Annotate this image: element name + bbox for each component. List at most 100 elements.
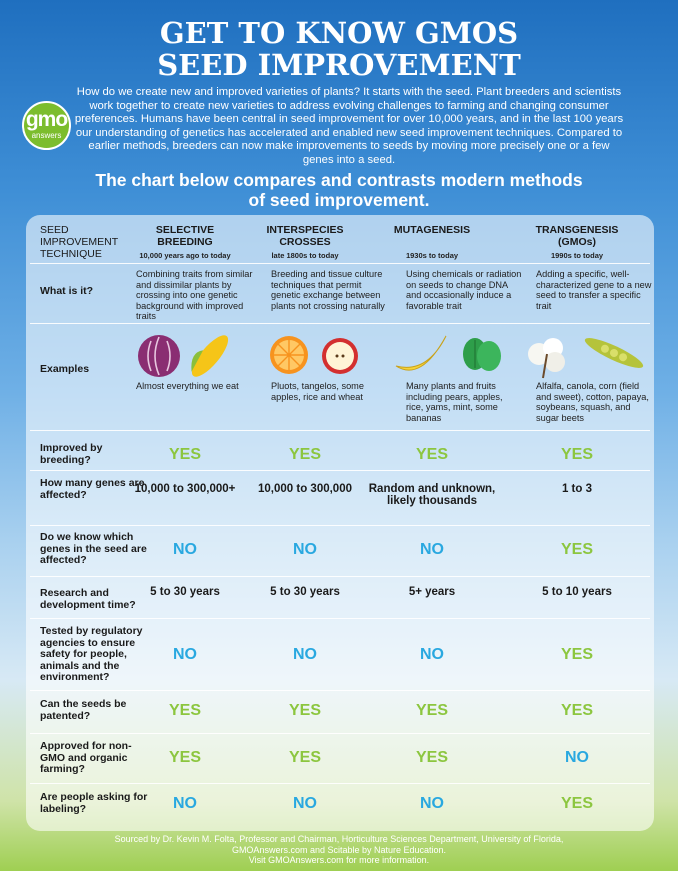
what-cell: Using chemicals or radiation on seeds to… [406,269,522,311]
labeling-answer: NO [173,795,197,812]
examples-cell: Almost everything we eat [136,381,239,391]
logo-text: gmo [25,108,68,131]
genes-value: 10,000 to 300,000+ [134,483,236,495]
know-answer: YES [560,541,593,558]
orange-icon [270,336,308,374]
know-answer: NO [293,541,317,558]
row-label-tested: Tested by regulatory agencies to ensure … [40,625,143,683]
approved-answer: NO [565,749,589,766]
apple-icon [322,338,358,374]
row-divider [30,618,650,619]
column-name: MUTAGENESIS [393,224,471,236]
improved-answer: YES [560,446,593,463]
row-label-patent: Can the seeds be patented? [40,698,127,722]
know-answer: NO [173,541,197,558]
column-name-sub: BREEDING [157,236,213,248]
gmo-answers-logo: gmo answers [22,101,71,150]
what-cell: Combining traits from similar and dissim… [136,269,253,322]
patent-answer: YES [288,702,321,719]
row-label-time: Research and development time? [40,587,136,611]
patent-answer: YES [168,702,201,719]
row-divider [30,576,650,577]
chart-subheading: The chart below compares and contrasts m… [40,170,638,210]
banana-icon [395,335,447,371]
source-footer: Sourced by Dr. Kevin M. Folta, Professor… [40,834,638,866]
column-header-0: SELECTIVE BREEDING [115,224,255,248]
technique-label-3: TECHNIQUE [40,248,102,260]
tested-answer: YES [560,646,593,663]
column-name: INTERSPECIES [266,224,344,236]
row-label-know: Do we know which genes in the seed are a… [40,531,147,566]
column-header-2: MUTAGENESIS [362,224,502,236]
examples-cell: Many plants and fruits including pears, … [406,381,503,423]
technique-label-2: IMPROVEMENT [40,236,119,248]
approved-answer: YES [288,749,321,766]
row-label-examples: Examples [40,363,90,375]
genes-value: Random and unknown, likely thousands [368,483,496,507]
mint-icon [463,338,501,371]
intro-paragraph: How do we create new and improved variet… [74,86,624,166]
corn-icon [191,335,229,377]
row-label-what: What is it? [40,285,94,297]
row-divider [30,690,650,691]
subheading-line1: The chart below compares and contrasts m… [95,170,583,190]
improved-answer: YES [288,446,321,463]
row-divider [30,525,650,526]
time-value: 5 to 30 years [270,586,340,598]
examples-cell: Pluots, tangelos, some apples, rice and … [271,381,364,402]
row-divider [30,733,650,734]
patent-answer: YES [415,702,448,719]
column-date-1: late 1800s to today [271,251,339,260]
tested-answer: NO [293,646,317,663]
row-label-genes: How many genes are affected? [40,477,145,501]
row-label-labeling: Are people asking for labeling? [40,791,148,815]
labeling-answer: YES [560,795,593,812]
labeling-answer: NO [293,795,317,812]
approved-answer: YES [415,749,448,766]
know-answer: NO [420,541,444,558]
column-name: SELECTIVE [155,224,215,236]
genes-value: 10,000 to 300,000 [258,483,352,495]
row-divider [30,323,650,324]
subheading-line2: of seed improvement. [248,190,430,210]
row-label-improved: Improved by breeding? [40,442,103,466]
improved-answer: YES [168,446,201,463]
page-title-line1: GET TO KNOW GMOS [159,16,519,50]
footer-line2: GMOAnswers.com and Scitable by Nature Ed… [231,844,447,855]
row-label-approved: Approved for non-GMO and organic farming… [40,740,132,775]
patent-answer: YES [560,702,593,719]
column-date-3: 1990s to today [550,251,604,260]
comparison-table-panel [26,215,654,831]
cabbage-icon [138,335,180,377]
genes-value: 1 to 3 [561,483,593,495]
footer-line3: Visit GMOAnswers.com for more informatio… [248,855,430,865]
footer-line1: Sourced by Dr. Kevin M. Folta, Professor… [114,834,564,844]
tested-answer: NO [173,646,197,663]
column-header-1: INTERSPECIES CROSSES [235,224,375,248]
tested-answer: NO [420,646,444,663]
what-cell: Adding a specific, well-characterized ge… [536,269,652,311]
logo-subtext: answers [31,131,62,140]
column-name-sub: CROSSES [279,236,331,248]
column-name-sub: (GMOs) [558,236,596,248]
cotton-icon [528,338,565,379]
technique-header: SEED IMPROVEMENT TECHNIQUE [40,224,130,260]
labeling-answer: NO [420,795,444,812]
row-divider [30,430,650,431]
row-divider [30,263,650,264]
technique-label-1: SEED [40,224,69,236]
column-header-3: TRANSGENESIS (GMOs) [507,224,647,248]
time-value: 5 to 10 years [542,586,612,598]
column-name: TRANSGENESIS [535,224,619,236]
approved-answer: YES [168,749,201,766]
what-cell: Breeding and tissue culture techniques t… [271,269,385,311]
column-date-0: 10,000 years ago to today [139,251,231,260]
improved-answer: YES [415,446,448,463]
column-date-2: 1930s to today [405,251,459,260]
time-value: 5+ years [408,586,456,598]
page-title-line2: SEED IMPROVEMENT [157,48,521,82]
row-divider [30,783,650,784]
row-divider [30,470,650,471]
time-value: 5 to 30 years [150,586,220,598]
examples-cell: Alfalfa, canola, corn (field and sweet),… [536,381,649,423]
